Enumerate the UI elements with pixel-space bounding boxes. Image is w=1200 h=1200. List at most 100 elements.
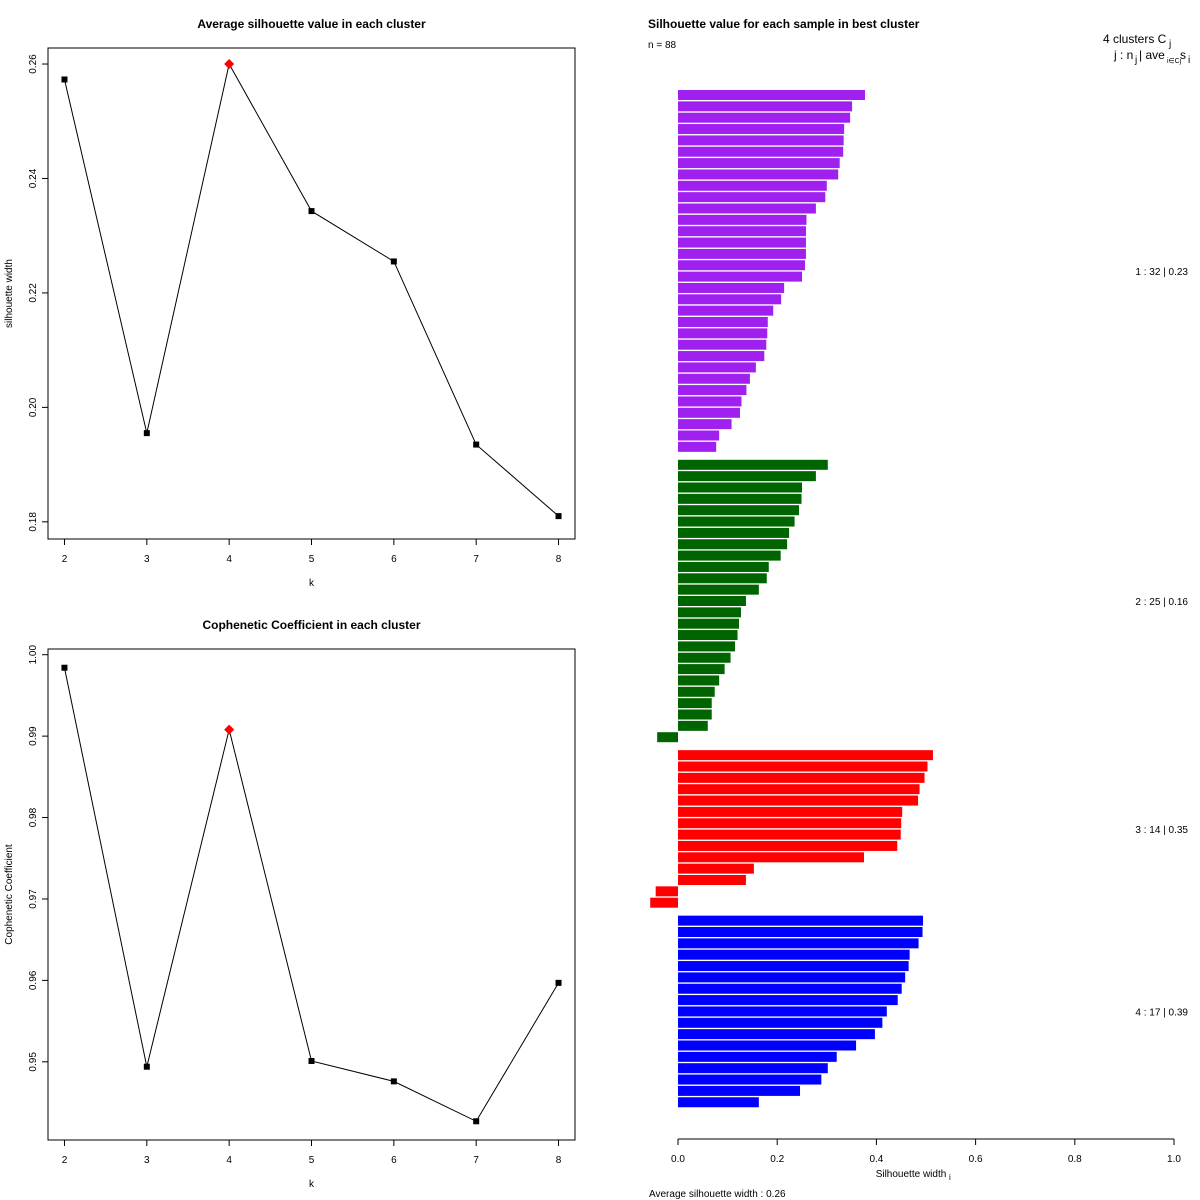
silhouette-bar (678, 305, 774, 316)
silhouette-bar (678, 260, 805, 271)
y-axis-label: Cophenetic Coefficient (4, 844, 15, 945)
data-point (143, 1063, 150, 1070)
x-tick-label: 2 (62, 554, 68, 565)
silhouette-bar (678, 818, 902, 829)
data-point (555, 513, 562, 520)
silhouette-bar (678, 527, 790, 538)
silhouette-bar (678, 584, 759, 595)
y-axis-label: silhouette width (4, 259, 15, 328)
x-axis-label: Silhouette width (876, 1169, 947, 1180)
legend-sub: j (1134, 55, 1137, 66)
silhouette-bar (678, 652, 731, 663)
line-chart-1: Average silhouette value in each cluster… (4, 17, 576, 589)
silhouette-bar (678, 607, 741, 618)
x-tick-label: 8 (556, 554, 562, 565)
silhouette-bar (678, 112, 851, 123)
silhouette-bar (678, 927, 923, 937)
silhouette-bar (678, 226, 806, 237)
data-point (308, 1058, 315, 1065)
silhouette-bar (678, 863, 754, 874)
cluster-label: 2 : 25 | 0.16 (1135, 597, 1188, 608)
silhouette-bar (678, 784, 920, 795)
silhouette-bar (678, 1017, 883, 1028)
silhouette-bar (678, 124, 845, 135)
silhouette-bar (678, 550, 781, 561)
y-tick-label: 0.98 (28, 807, 39, 827)
y-tick-label: 0.24 (28, 168, 39, 188)
best-k-point (224, 724, 235, 735)
silhouette-bar (678, 1029, 875, 1040)
silhouette-bar (678, 362, 756, 373)
silhouette-bar (678, 282, 785, 293)
y-tick-label: 0.97 (28, 889, 39, 909)
cluster-2: 2 : 25 | 0.16 (657, 459, 1188, 743)
silhouette-bar (678, 630, 738, 641)
y-tick-label: 0.26 (28, 54, 39, 74)
silhouette-bar (678, 493, 802, 504)
legend-title: 4 clusters C (1103, 32, 1167, 46)
x-tick-label: 5 (309, 1155, 315, 1166)
silhouette-bar (678, 430, 720, 441)
cluster-label: 4 : 17 | 0.39 (1135, 1007, 1188, 1018)
silhouette-bar (678, 618, 740, 629)
silhouette-bar (655, 886, 678, 897)
cluster-label: 1 : 32 | 0.23 (1135, 267, 1188, 278)
silhouette-bar (678, 875, 746, 885)
x-tick-label: 0.4 (869, 1154, 883, 1165)
x-tick-label: 5 (309, 554, 315, 565)
legend-line: s (1180, 48, 1186, 62)
silhouette-bar (678, 961, 909, 972)
silhouette-bar (678, 328, 768, 339)
silhouette-bar (678, 146, 844, 157)
silhouette-bar (678, 180, 827, 191)
chart-title: Silhouette value for each sample in best… (648, 17, 920, 31)
silhouette-bar (678, 248, 806, 259)
y-tick-label: 0.96 (28, 970, 39, 990)
silhouette-bar (678, 1006, 887, 1017)
x-tick-label: 8 (556, 1155, 562, 1166)
best-k-point (224, 59, 235, 70)
cluster-4: 4 : 17 | 0.39 (678, 915, 1188, 1108)
silhouette-bar (678, 396, 742, 407)
x-tick-label: 0.0 (671, 1154, 685, 1165)
silhouette-bar (678, 203, 816, 214)
data-point (473, 1118, 480, 1125)
x-axis-label: k (309, 578, 315, 589)
silhouette-bar (678, 516, 795, 527)
silhouette-bar (678, 573, 767, 584)
sample-count: n = 88 (648, 40, 677, 51)
silhouette-bar (678, 1074, 822, 1085)
data-point (61, 664, 68, 671)
silhouette-bar (678, 852, 864, 863)
silhouette-bar (678, 596, 746, 606)
silhouette-bar (678, 1040, 857, 1051)
x-tick-label: 6 (391, 554, 397, 565)
cluster-label: 3 : 14 | 0.35 (1135, 825, 1188, 836)
line-chart-2: Cophenetic Coefficient in each cluster k C… (4, 618, 576, 1190)
silhouette-bar (678, 294, 782, 305)
silhouette-bar (678, 795, 919, 806)
silhouette-bar (678, 915, 924, 926)
silhouette-bar (678, 561, 769, 572)
y-tick-label: 0.18 (28, 512, 39, 532)
plot-frame (47, 648, 576, 1141)
silhouette-bar (678, 407, 740, 418)
cluster-3: 3 : 14 | 0.35 (650, 750, 1188, 908)
series-line (63, 62, 559, 517)
data-point (61, 76, 68, 83)
x-tick-label: 6 (391, 1155, 397, 1166)
silhouette-bar (678, 949, 910, 960)
silhouette-chart: Silhouette value for each sample in best… (648, 17, 1190, 1200)
silhouette-bar (678, 720, 708, 731)
data-point (555, 979, 562, 986)
x-tick-label: 0.2 (770, 1154, 784, 1165)
silhouette-bar (678, 840, 898, 851)
silhouette-bar (678, 505, 800, 516)
silhouette-bar (678, 983, 902, 994)
silhouette-bar (678, 169, 839, 180)
silhouette-bar (678, 709, 712, 720)
silhouette-bar (678, 90, 865, 100)
silhouette-bar (657, 732, 678, 743)
silhouette-bar (678, 471, 816, 482)
